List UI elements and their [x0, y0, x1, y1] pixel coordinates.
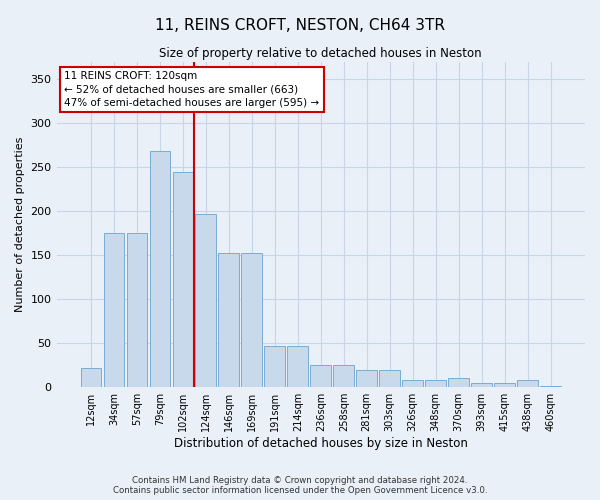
Y-axis label: Number of detached properties: Number of detached properties [15, 136, 25, 312]
Bar [149, 152, 170, 387]
Bar [448, 378, 469, 387]
Bar [196, 214, 216, 387]
Bar [403, 380, 423, 387]
Bar [356, 370, 377, 387]
Bar [173, 172, 193, 387]
Bar [287, 346, 308, 387]
Bar [104, 233, 124, 387]
Bar [517, 380, 538, 387]
Bar [334, 365, 354, 387]
Bar [265, 346, 285, 387]
Bar [494, 383, 515, 387]
Bar [80, 368, 101, 387]
Bar [310, 365, 331, 387]
Bar [241, 252, 262, 387]
Bar [425, 380, 446, 387]
Text: Contains HM Land Registry data © Crown copyright and database right 2024.
Contai: Contains HM Land Registry data © Crown c… [113, 476, 487, 495]
Bar [540, 386, 561, 387]
Bar [127, 233, 147, 387]
Bar [218, 252, 239, 387]
Bar [379, 370, 400, 387]
X-axis label: Distribution of detached houses by size in Neston: Distribution of detached houses by size … [174, 437, 468, 450]
Bar [472, 383, 492, 387]
Text: 11, REINS CROFT, NESTON, CH64 3TR: 11, REINS CROFT, NESTON, CH64 3TR [155, 18, 445, 32]
Title: Size of property relative to detached houses in Neston: Size of property relative to detached ho… [160, 48, 482, 60]
Text: 11 REINS CROFT: 120sqm
← 52% of detached houses are smaller (663)
47% of semi-de: 11 REINS CROFT: 120sqm ← 52% of detached… [64, 72, 320, 108]
